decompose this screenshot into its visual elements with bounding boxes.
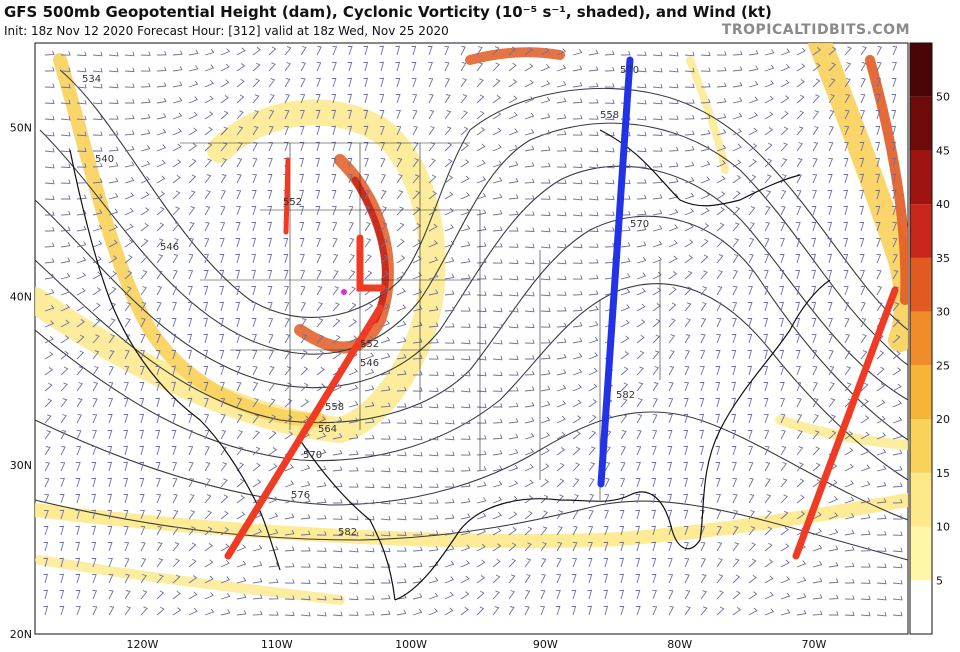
colorbar-swatch xyxy=(910,257,932,312)
contour-label: 576 xyxy=(291,490,310,501)
contour-labels: 534 540 546 552 558 552 546 558 564 570 576 582 570 5… xyxy=(82,65,649,538)
trough-axis-west xyxy=(224,304,384,560)
contour-label: 534 xyxy=(82,74,101,85)
contour-label: 558 xyxy=(600,110,619,121)
ridge-axis-line xyxy=(597,56,634,488)
colorbar: 5 10 15 20 25 30 35 40 45 50 xyxy=(909,42,950,635)
lon-tick-label: 80W xyxy=(667,638,692,651)
contour-label: 582 xyxy=(338,527,357,538)
colorbar-tick-label: 35 xyxy=(936,252,950,265)
colorbar-swatch xyxy=(910,365,932,420)
low-center-marker xyxy=(341,289,347,295)
contour-label: 552 xyxy=(360,339,379,350)
colorbar-swatch xyxy=(910,150,932,205)
contour-label: 570 xyxy=(620,65,639,76)
colorbar-tick-label: 30 xyxy=(936,306,950,319)
lon-tick-label: 120W xyxy=(127,638,159,651)
chart-title: GFS 500mb Geopotential Height (dam), Cyc… xyxy=(4,3,772,21)
colorbar-swatch xyxy=(910,96,932,151)
wind-barbs xyxy=(43,45,903,617)
colorbar-swatch xyxy=(910,311,932,366)
lat-tick-label: 50N xyxy=(10,121,32,134)
colorbar-swatch xyxy=(910,204,932,258)
run-info: Init: 18z Nov 12 2020 Forecast Hour: [31… xyxy=(4,24,449,38)
colorbar-swatch xyxy=(910,419,932,473)
lat-tick-label: 30N xyxy=(10,459,32,472)
contour-label: 564 xyxy=(318,424,337,435)
colorbar-tick-label: 15 xyxy=(936,467,950,480)
colorbar-swatch xyxy=(910,526,932,581)
contour-label: 546 xyxy=(160,242,179,253)
contour-label: 570 xyxy=(303,450,322,461)
colorbar-tick-label: 50 xyxy=(936,91,950,104)
colorbar-tick-label: 5 xyxy=(936,574,943,587)
lat-tick-label: 20N xyxy=(10,628,32,641)
colorbar-tick-label: 40 xyxy=(936,198,950,211)
contour-label: 570 xyxy=(630,219,649,230)
colorbar-swatch xyxy=(910,472,932,527)
colorbar-swatch xyxy=(910,580,932,634)
colorbar-tick-label: 20 xyxy=(936,413,950,426)
contour-label: 540 xyxy=(95,154,114,165)
contour-label: 546 xyxy=(360,358,379,369)
longitude-ticks: 120W 110W 100W 90W 80W 70W xyxy=(127,638,827,651)
latitude-ticks: 20N 30N 40N 50N xyxy=(10,121,32,641)
colorbar-tick-label: 10 xyxy=(936,521,950,534)
colorbar-swatch xyxy=(910,43,932,97)
trough-axis-short xyxy=(283,157,291,235)
contour-label: 558 xyxy=(325,402,344,413)
colorbar-tick-label: 45 xyxy=(936,144,950,157)
lon-tick-label: 100W xyxy=(395,638,427,651)
lon-tick-label: 90W xyxy=(533,638,558,651)
trough-axis-east xyxy=(792,286,899,560)
contour-label: 582 xyxy=(616,390,635,401)
lat-tick-label: 40N xyxy=(10,290,32,303)
brand-watermark: TROPICALTIDBITS.COM xyxy=(721,22,910,38)
lon-tick-label: 70W xyxy=(802,638,827,651)
state-borders xyxy=(180,142,661,500)
lon-tick-label: 110W xyxy=(261,638,293,651)
contour-label: 552 xyxy=(283,197,302,208)
low-marker-L xyxy=(356,234,386,292)
trough-axis-lines xyxy=(224,56,899,560)
colorbar-tick-label: 25 xyxy=(936,359,950,372)
